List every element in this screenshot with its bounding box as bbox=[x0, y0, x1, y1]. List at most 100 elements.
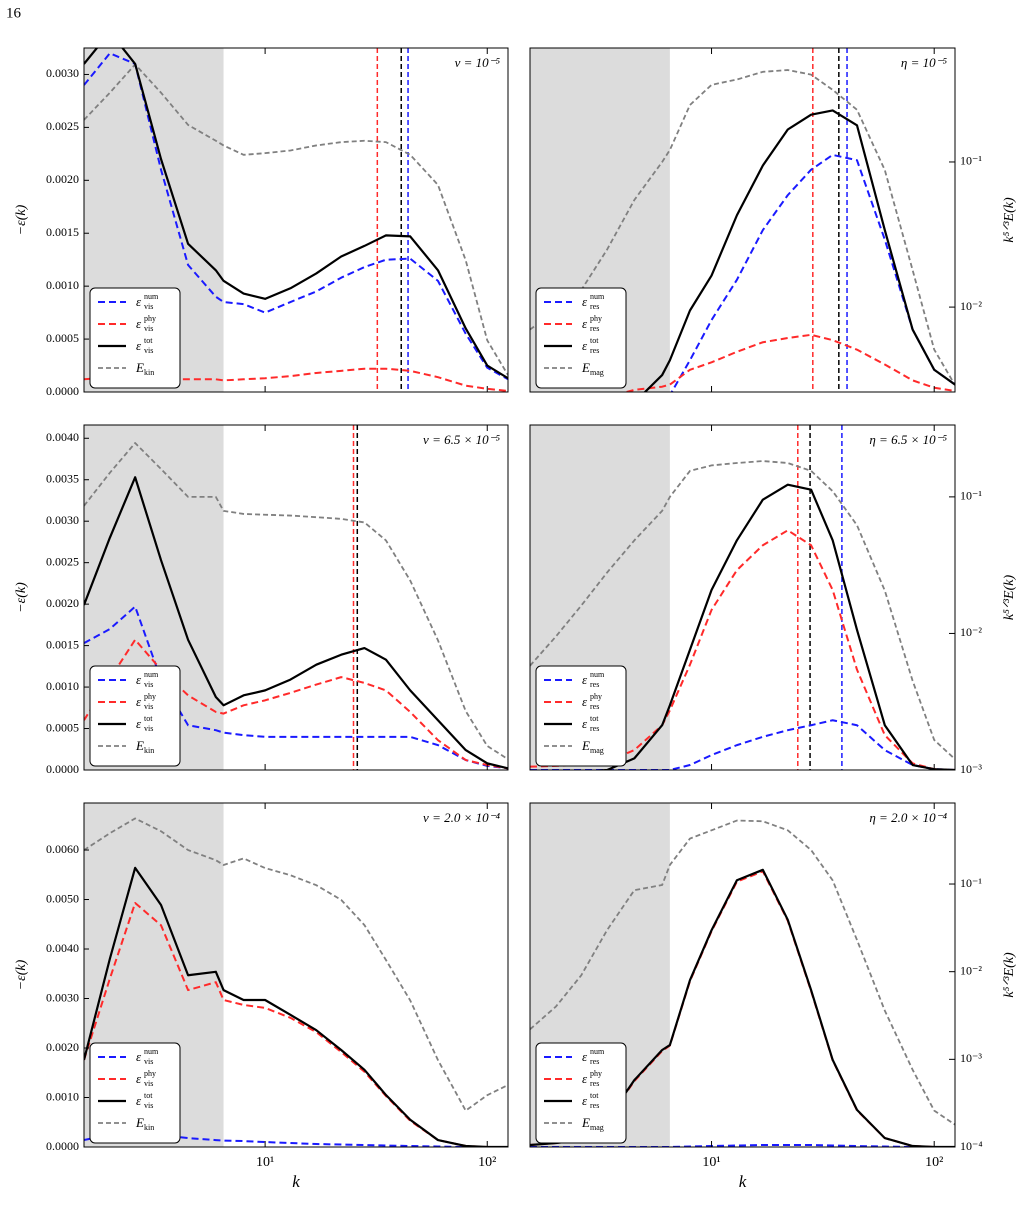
legend-label: res bbox=[590, 1101, 599, 1110]
axes-frame bbox=[529, 802, 956, 1148]
series-line bbox=[670, 153, 955, 392]
series-line bbox=[84, 817, 508, 1112]
legend-label: phy bbox=[590, 692, 602, 701]
x-tick-label: 10² bbox=[478, 1155, 496, 1170]
y2-tick-label: 10⁻¹ bbox=[960, 154, 982, 168]
legend-label: tot bbox=[590, 336, 599, 345]
series-line bbox=[622, 333, 955, 392]
axes-frame bbox=[83, 802, 509, 1148]
y2-axis-label: k⁵ᐟ³E(k) bbox=[1002, 197, 1017, 243]
legend-label: ε bbox=[582, 294, 588, 309]
y-tick-label: 0.0025 bbox=[46, 119, 79, 133]
legend-label: res bbox=[590, 346, 599, 355]
y-tick-label: 0.0030 bbox=[46, 66, 79, 80]
legend-label: ε bbox=[136, 338, 142, 353]
annotation: ν = 10⁻⁵ bbox=[455, 55, 501, 70]
y2-tick-label: 10⁻¹ bbox=[960, 876, 982, 890]
annotation: ν = 6.5 × 10⁻⁵ bbox=[423, 432, 500, 447]
y2-tick-label: 10⁻⁴ bbox=[960, 1139, 983, 1153]
y-tick-label: 0.0050 bbox=[46, 891, 79, 905]
y-axis-label: −ε(k) bbox=[14, 204, 29, 235]
y-tick-label: 0.0010 bbox=[46, 1089, 79, 1103]
series-line bbox=[84, 63, 508, 376]
legend-label: ε bbox=[136, 716, 142, 731]
legend-label: ε bbox=[582, 1093, 588, 1108]
y2-tick-label: 10⁻² bbox=[960, 963, 982, 977]
y-tick-label: 0.0030 bbox=[46, 513, 79, 527]
y-tick-label: 0.0005 bbox=[46, 720, 79, 734]
legend-label: vis bbox=[144, 702, 153, 711]
legend-label: E bbox=[581, 1115, 590, 1130]
legend-label: ε bbox=[136, 672, 142, 687]
series-line bbox=[84, 52, 508, 381]
x-axis-label: k bbox=[292, 1172, 300, 1191]
legend-label: ε bbox=[582, 316, 588, 331]
legend-label: ε bbox=[136, 694, 142, 709]
legend-label: kin bbox=[144, 368, 154, 377]
legend-label: res bbox=[590, 1079, 599, 1088]
y-tick-label: 0.0030 bbox=[46, 990, 79, 1004]
legend-label: vis bbox=[144, 346, 153, 355]
legend-label: vis bbox=[144, 1101, 153, 1110]
y-tick-label: 0.0005 bbox=[46, 331, 79, 345]
legend-box bbox=[89, 287, 181, 389]
legend-label: ε bbox=[582, 1071, 588, 1086]
y-tick-label: 0.0060 bbox=[46, 842, 79, 856]
y2-axis-label: k⁵ᐟ³E(k) bbox=[1002, 952, 1017, 998]
legend-label: ε bbox=[136, 316, 142, 331]
annotation: ν = 2.0 × 10⁻⁴ bbox=[423, 810, 500, 825]
y2-axis-label: k⁵ᐟ³E(k) bbox=[1002, 575, 1017, 621]
series-line bbox=[530, 460, 955, 760]
legend-label: ε bbox=[582, 694, 588, 709]
legend-label: E bbox=[581, 738, 590, 753]
y-tick-label: 0.0040 bbox=[46, 941, 79, 955]
legend-label: ε bbox=[582, 1049, 588, 1064]
legend-label: res bbox=[590, 302, 599, 311]
legend-label: res bbox=[590, 702, 599, 711]
annotation: η = 2.0 × 10⁻⁴ bbox=[869, 810, 947, 825]
series-line bbox=[84, 442, 508, 760]
legend-label: tot bbox=[144, 336, 153, 345]
x-axis-label: k bbox=[739, 1172, 747, 1191]
panel: 10¹ 10² 10⁻⁴ 10⁻³ 10⁻² 10⁻¹ η = 2.0 × 10⁻⁴ k⁵ᐟ³… bbox=[529, 802, 1017, 1191]
legend-box bbox=[535, 1042, 627, 1144]
axes-frame bbox=[529, 424, 956, 771]
series-line bbox=[530, 69, 955, 386]
legend-label: num bbox=[144, 292, 159, 301]
legend-label: ε bbox=[136, 1093, 142, 1108]
legend-label: phy bbox=[590, 314, 602, 323]
panel: 10¹ 10² 0.0000 0.0010 0.0020 0.0030 0.0040 0.00… bbox=[14, 802, 509, 1191]
legend-box bbox=[89, 1042, 181, 1144]
legend-label: tot bbox=[590, 714, 599, 723]
legend-label: tot bbox=[590, 1091, 599, 1100]
legend-label: vis bbox=[144, 1079, 153, 1088]
legend-label: num bbox=[144, 1047, 159, 1056]
legend-label: num bbox=[590, 670, 605, 679]
y-axis-label: −ε(k) bbox=[14, 959, 29, 990]
legend-label: mag bbox=[590, 746, 604, 755]
panel: 0.0000 0.0005 0.0010 0.0015 0.0020 0.0025 0.00… bbox=[14, 47, 509, 398]
series-line bbox=[84, 605, 508, 770]
legend-label: E bbox=[581, 360, 590, 375]
y2-tick-label: 10⁻³ bbox=[960, 762, 982, 776]
legend-label: vis bbox=[144, 324, 153, 333]
axes-frame bbox=[529, 47, 956, 393]
legend-label: res bbox=[590, 324, 599, 333]
legend-label: vis bbox=[144, 724, 153, 733]
y2-tick-label: 10⁻¹ bbox=[960, 489, 982, 503]
legend-label: ε bbox=[582, 672, 588, 687]
annotation: η = 10⁻⁵ bbox=[901, 55, 948, 70]
y-tick-label: 0.0040 bbox=[46, 430, 79, 444]
legend-label: vis bbox=[144, 302, 153, 311]
series-line bbox=[530, 719, 955, 770]
x-tick-label: 10² bbox=[925, 1155, 943, 1170]
legend-label: E bbox=[135, 1115, 144, 1130]
legend-label: vis bbox=[144, 680, 153, 689]
legend-label: mag bbox=[590, 1123, 604, 1132]
y-tick-label: 0.0020 bbox=[46, 596, 79, 610]
